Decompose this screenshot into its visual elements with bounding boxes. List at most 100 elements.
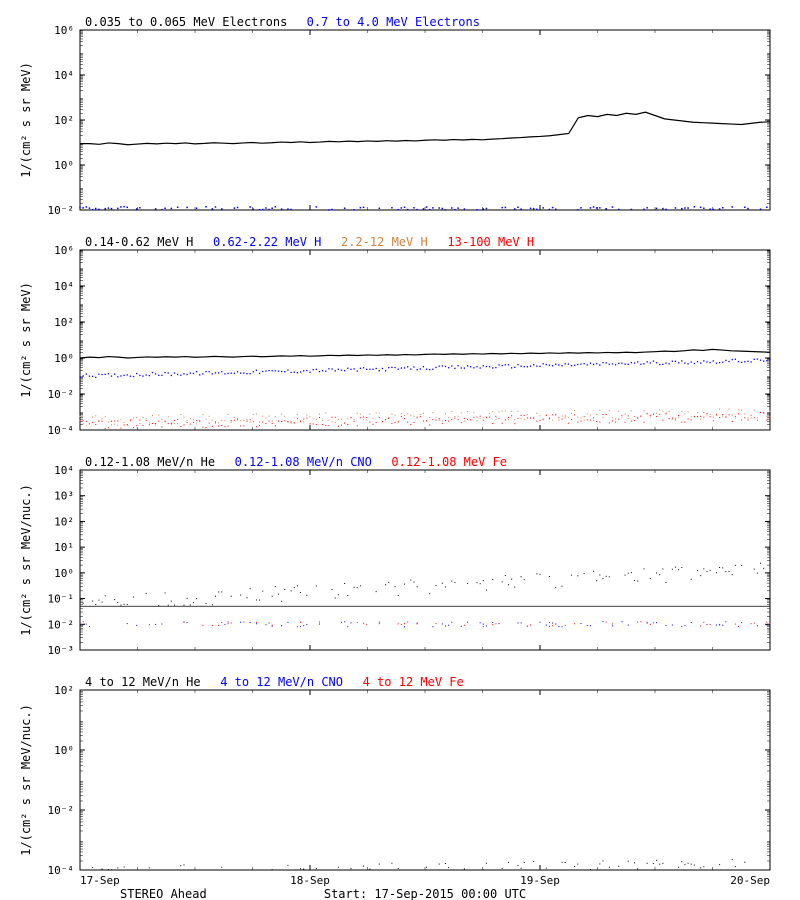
ytick-label: 10⁶ [54, 244, 74, 257]
data-point [603, 417, 604, 418]
data-point [621, 363, 622, 364]
data-point [303, 370, 304, 371]
data-point [146, 418, 147, 419]
data-point [596, 580, 597, 581]
data-point [492, 579, 493, 580]
data-point [439, 420, 440, 421]
data-point [492, 367, 493, 368]
data-point [757, 625, 758, 626]
data-point [190, 372, 191, 373]
data-point [574, 866, 575, 867]
data-point [417, 586, 418, 587]
data-point [218, 591, 219, 592]
data-point [133, 597, 134, 598]
data-point [445, 625, 446, 626]
data-point [161, 426, 162, 427]
data-point [224, 420, 225, 421]
data-point [710, 414, 711, 415]
legend-label: 0.62-2.22 MeV H [213, 235, 321, 249]
data-point [228, 623, 229, 624]
xtick-label: 19-Sep [520, 874, 560, 887]
data-point [571, 413, 572, 414]
data-point [442, 208, 444, 210]
data-point [265, 417, 266, 418]
data-point [357, 370, 358, 371]
data-point [432, 207, 434, 209]
data-point [754, 417, 755, 418]
data-point [568, 423, 569, 424]
data-point [143, 417, 144, 418]
data-point [729, 414, 730, 415]
data-point [562, 862, 563, 863]
data-point [754, 410, 755, 411]
data-point [650, 578, 651, 579]
data-point [183, 605, 184, 606]
data-point [729, 571, 730, 572]
data-point [272, 625, 273, 626]
data-point [703, 622, 704, 623]
data-point [149, 867, 150, 868]
data-point [574, 365, 575, 366]
data-point [300, 371, 301, 372]
data-point [237, 418, 238, 419]
data-point [464, 868, 465, 869]
data-point [379, 622, 380, 623]
data-point [517, 411, 518, 412]
data-point [517, 206, 519, 208]
data-point [628, 861, 629, 862]
data-point [224, 426, 225, 427]
data-point [168, 423, 169, 424]
data-point [373, 418, 374, 419]
data-point [95, 604, 96, 605]
data-point [290, 209, 292, 211]
data-point [454, 582, 455, 583]
xtick-label: 20-Sep [730, 874, 770, 887]
data-point [281, 208, 283, 210]
data-point [653, 863, 654, 864]
data-point [221, 425, 222, 426]
data-point [517, 364, 518, 365]
data-point [127, 604, 128, 605]
legend-label: 0.035 to 0.065 MeV Electrons [85, 15, 287, 29]
data-point [533, 364, 534, 365]
data-point [637, 581, 638, 582]
data-point [590, 414, 591, 415]
data-point [442, 420, 443, 421]
legend-label: 2.2-12 MeV H [341, 235, 428, 249]
data-point [688, 411, 689, 412]
data-point [445, 209, 447, 211]
data-point [628, 625, 629, 626]
data-point [275, 206, 277, 208]
data-point [713, 209, 715, 211]
data-point [158, 375, 159, 376]
data-point [555, 208, 557, 210]
data-point [196, 598, 197, 599]
data-point [552, 365, 553, 366]
data-point [262, 422, 263, 423]
data-point [177, 207, 179, 209]
data-point [483, 365, 484, 366]
data-point [338, 426, 339, 427]
data-point [766, 420, 767, 421]
data-point [158, 421, 159, 422]
data-point [653, 414, 654, 415]
data-point [246, 597, 247, 598]
data-point [111, 424, 112, 425]
data-point [193, 419, 194, 420]
data-point [656, 860, 657, 861]
data-point [432, 626, 433, 627]
data-point [149, 624, 150, 625]
ytick-label: 10⁴ [54, 464, 74, 477]
data-point [174, 423, 175, 424]
data-point [587, 625, 588, 626]
data-point [599, 863, 600, 864]
data-point [379, 864, 380, 865]
data-point [344, 207, 346, 209]
data-point [719, 567, 720, 568]
data-point [476, 420, 477, 421]
data-point [133, 427, 134, 428]
data-point [483, 626, 484, 627]
data-point [486, 625, 487, 626]
data-point [83, 603, 84, 604]
data-point [300, 421, 301, 422]
